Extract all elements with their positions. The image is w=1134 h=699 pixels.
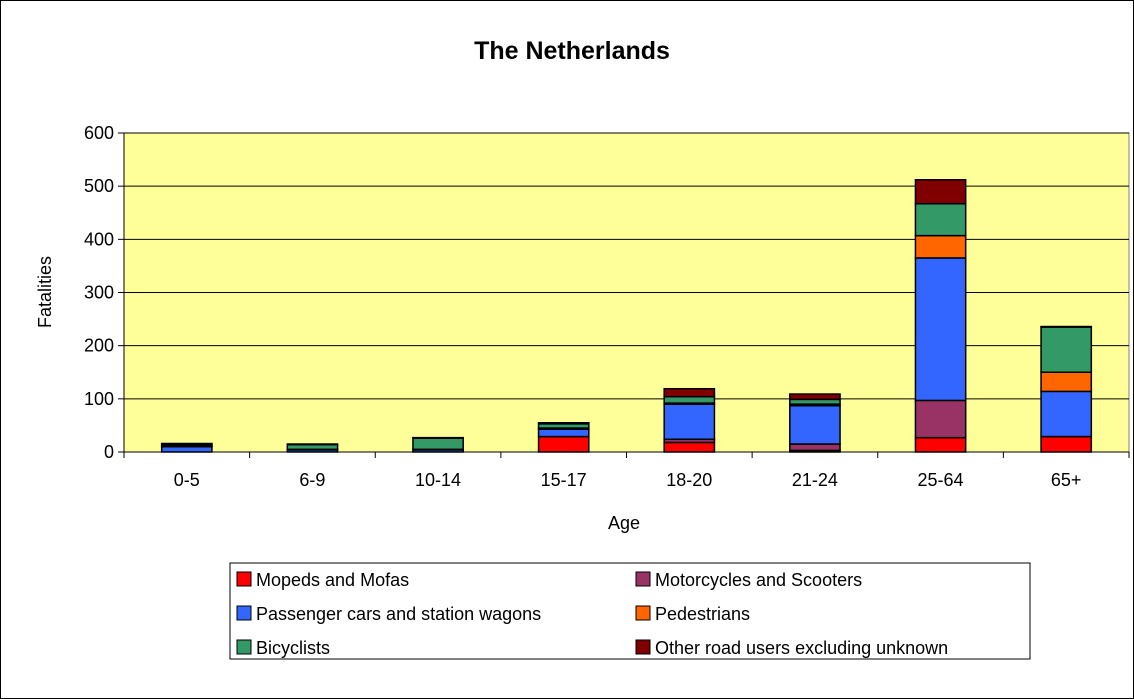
bar-segment — [1040, 326, 1093, 373]
y-tick-label: 600 — [84, 123, 114, 143]
x-tick-label: 18-20 — [666, 470, 712, 490]
legend-swatch — [635, 639, 651, 655]
y-tick-label: 0 — [104, 442, 114, 462]
legend-swatch — [236, 571, 252, 587]
bar-segment — [160, 442, 213, 446]
bar-segment — [914, 436, 967, 453]
bar-segment — [663, 441, 716, 453]
bar-segment — [914, 399, 967, 439]
bar-segment — [537, 428, 590, 438]
y-tick-label: 200 — [84, 336, 114, 356]
x-tick-label: 0-5 — [174, 470, 200, 490]
x-axis-label: Age — [608, 513, 640, 533]
chart-title: The Netherlands — [474, 37, 670, 65]
legend-label: Passenger cars and station wagons — [256, 604, 541, 624]
bar-segment — [663, 403, 716, 440]
legend-label: Bicyclists — [256, 638, 330, 658]
legend-label: Motorcycles and Scooters — [655, 570, 862, 590]
bar-segment — [789, 404, 841, 445]
bar-segment — [663, 387, 716, 398]
legend-swatch — [635, 571, 651, 587]
y-tick-label: 300 — [84, 283, 114, 303]
bar-segment — [663, 395, 716, 404]
bar-segment — [789, 443, 841, 452]
bar-segment — [412, 436, 464, 439]
x-tick-label: 21-24 — [792, 470, 838, 490]
x-tick-label: 15-17 — [541, 470, 587, 490]
legend-items: Mopeds and Mofas Motorcycles and Scooters… — [236, 570, 948, 658]
bar-segment — [412, 437, 464, 451]
legend-box — [229, 562, 1031, 660]
x-tick-label: 6-9 — [299, 470, 325, 490]
bar-segment — [537, 422, 590, 425]
x-tick-label: 25-64 — [918, 470, 964, 490]
legend-swatch — [236, 639, 252, 655]
y-tick-label: 500 — [84, 176, 114, 196]
legend-swatch — [236, 605, 252, 621]
x-axis-ticks: 0-5 6-9 10-14 15-17 18-20 21-24 25-64 65+ — [123, 452, 1130, 490]
legend-label: Mopeds and Mofas — [256, 570, 409, 590]
bar-segment — [914, 257, 967, 402]
y-tick-label: 100 — [84, 389, 114, 409]
legend-label: Pedestrians — [655, 604, 750, 624]
bar-segment — [160, 445, 213, 453]
bar-segment — [914, 234, 967, 259]
bar-segment — [1040, 371, 1093, 393]
legend-label: Other road users excluding unknown — [655, 638, 948, 658]
bar-segment — [1040, 325, 1093, 328]
y-axis-ticks: 0 100 200 300 400 500 600 — [84, 123, 124, 462]
y-axis-label: Fatalities — [35, 256, 55, 328]
bar-segment — [1040, 390, 1093, 438]
bar-segment — [286, 443, 339, 446]
bar-segment — [789, 393, 841, 401]
bar-segment — [914, 179, 967, 205]
x-tick-label: 10-14 — [415, 470, 461, 490]
bar-segment — [914, 202, 967, 237]
bar-segment — [1040, 435, 1093, 453]
y-tick-label: 400 — [84, 229, 114, 249]
x-tick-label: 65+ — [1051, 470, 1082, 490]
bar-segment — [537, 435, 590, 453]
legend: Mopeds and Mofas Motorcycles and Scooters… — [229, 562, 1031, 660]
legend-swatch — [635, 605, 651, 621]
